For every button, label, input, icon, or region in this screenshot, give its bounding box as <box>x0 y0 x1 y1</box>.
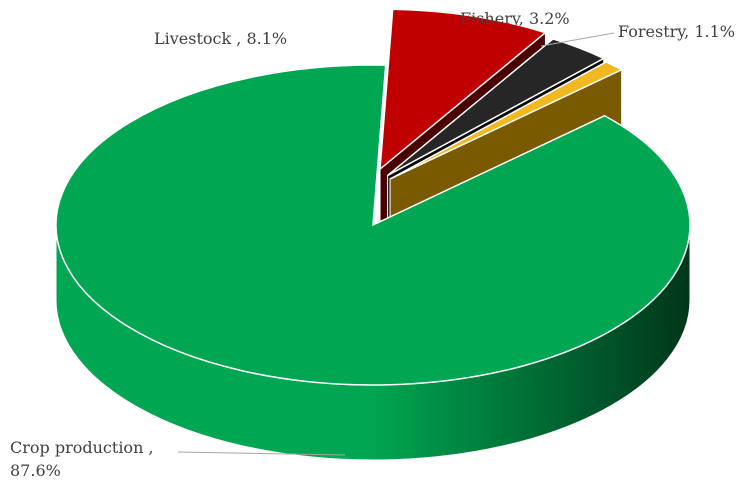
data-label-fishery: Fishery, 3.2% <box>460 9 570 28</box>
pie-slice-fishery <box>387 38 606 177</box>
data-label-livestock: Livestock , 8.1% <box>154 29 287 48</box>
pie-slice-livestock <box>379 8 547 171</box>
leader-line-forestry <box>540 32 615 47</box>
pie-slice-crop-production <box>55 64 691 386</box>
data-label-crop-production: Crop production , 87.6% <box>10 438 154 480</box>
data-label-forestry: Forestry, 1.1% <box>618 22 735 41</box>
leader-line-crop-production <box>177 451 346 456</box>
pie-slice-forestry <box>389 61 624 180</box>
